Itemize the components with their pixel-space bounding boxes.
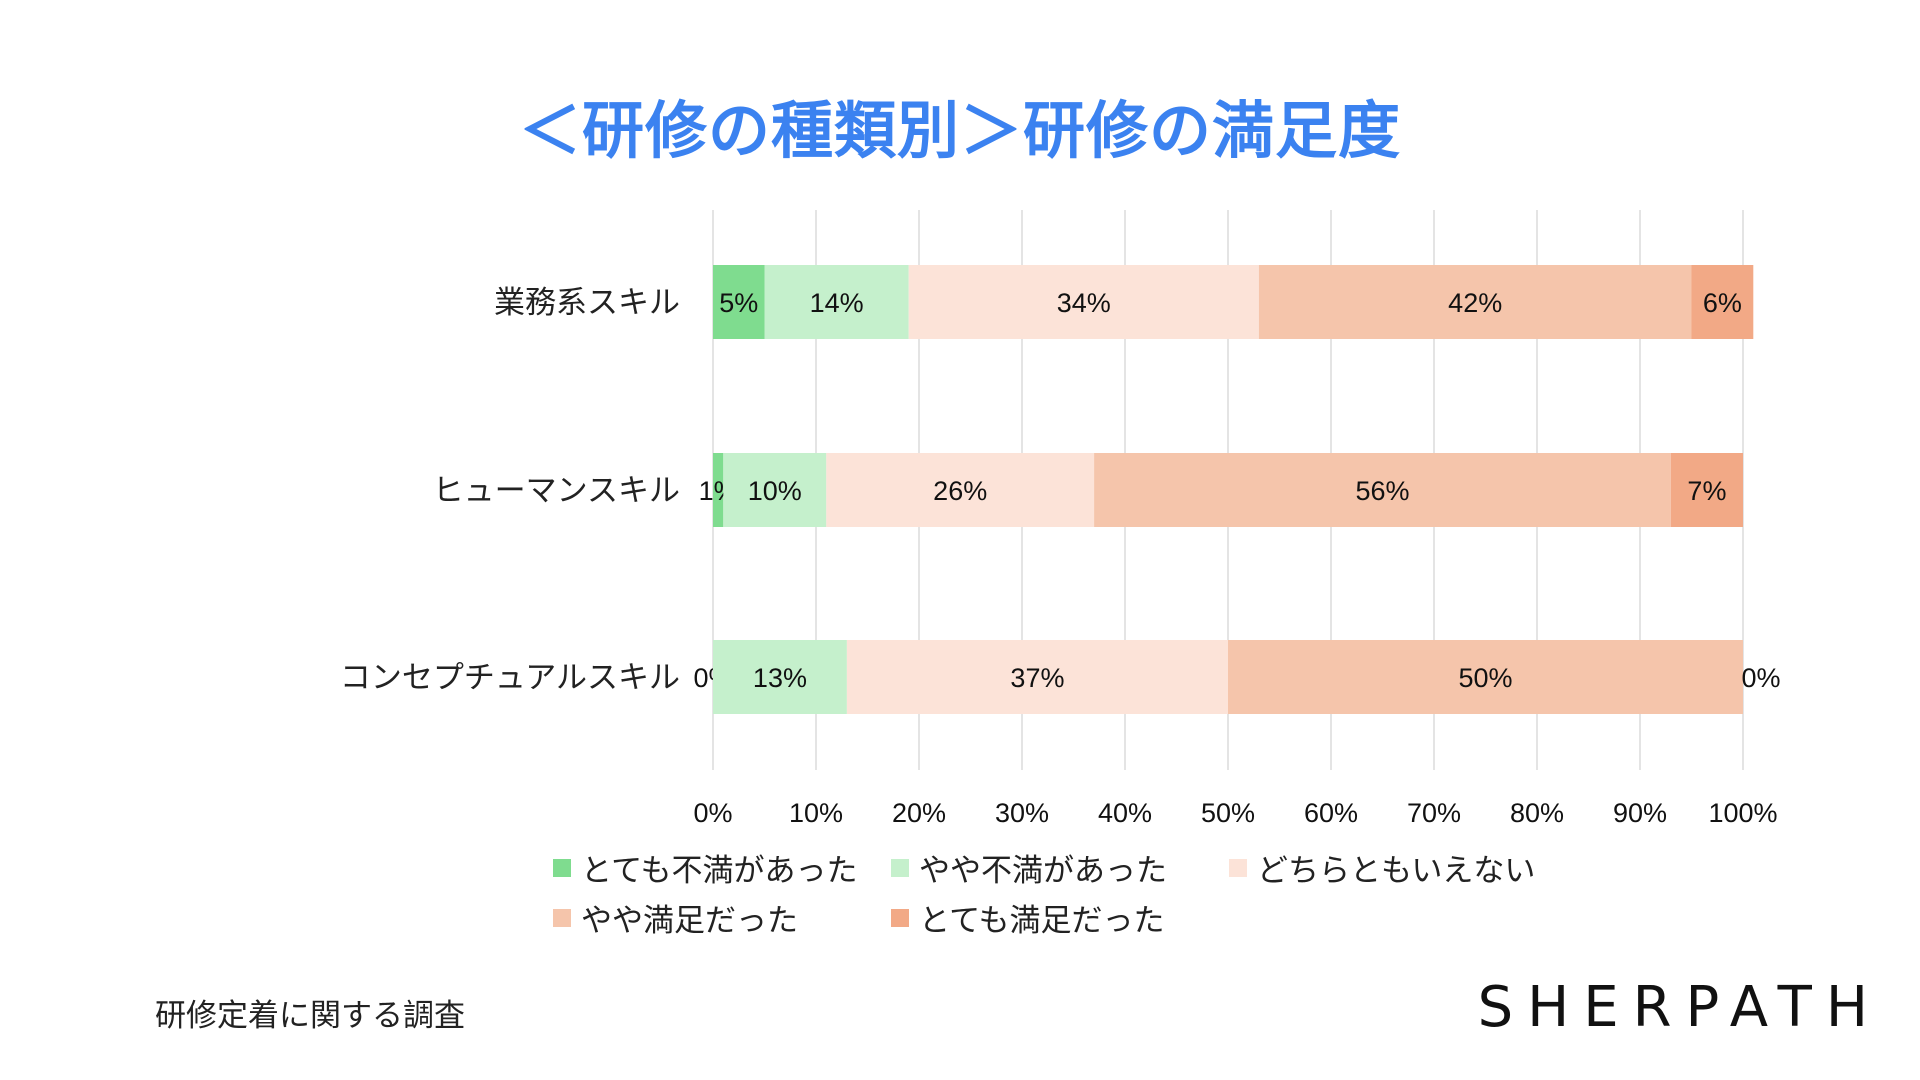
data-label: 13% [753,663,807,693]
legend-swatch [1229,858,1247,877]
x-tick-label: 0% [693,798,732,828]
x-tick-label: 90% [1613,798,1667,828]
legend-item-somewhat-dissatisfied: やや不満があった [891,845,1167,890]
source-note: 研修定着に関する調査 [155,998,465,1034]
data-label: 0% [1741,663,1780,693]
bar-segment [723,453,827,527]
data-label: 14% [810,288,864,318]
x-tick-label: 80% [1510,798,1564,828]
bar-segment [713,640,847,714]
bar-segment [1691,265,1754,339]
data-label: 26% [933,476,987,506]
bar-segment [1670,453,1743,527]
legend-swatch [553,908,571,927]
legend-item-somewhat-satisfied: やや満足だった [553,895,798,940]
brand-logo: SHERPATH [1477,975,1882,1040]
legend-label: とても不満があった [581,853,858,889]
data-label: 6% [1703,288,1742,318]
bar-segment [1094,453,1671,527]
legend-item-neutral: どちらともいえない [1229,845,1535,890]
data-label: 37% [1010,663,1064,693]
legend-label: どちらともいえない [1257,853,1536,889]
x-tick-label: 30% [995,798,1049,828]
bar-segment [713,265,765,339]
bar-segment [1228,640,1743,714]
category-label: コンセプチュアルスキル [340,660,680,696]
legend-label: とても満足だった [919,903,1165,939]
bar-segment [908,265,1259,339]
legend-label: やや満足だった [581,903,798,939]
data-label: 34% [1057,288,1111,318]
data-label: 10% [748,476,802,506]
x-tick-label: 60% [1304,798,1358,828]
bar-segment [826,453,1095,527]
data-label: 7% [1687,476,1726,506]
data-label: 5% [719,288,758,318]
legend-label: やや不満があった [919,853,1167,889]
legend-swatch [891,908,909,927]
chart-title: ＜研修の種類別＞研修の満足度 [518,94,1401,167]
data-label: 50% [1458,663,1512,693]
legend-swatch [891,858,909,877]
x-tick-label: 100% [1708,798,1777,828]
x-tick-label: 70% [1407,798,1461,828]
bar-segment [764,265,909,339]
data-label: 42% [1448,288,1502,318]
x-tick-label: 10% [789,798,843,828]
legend-swatch [553,858,571,877]
x-tick-label: 20% [892,798,946,828]
bar-segment [846,640,1228,714]
data-label: 56% [1355,476,1409,506]
bar-segment [1258,265,1692,339]
x-tick-label: 50% [1201,798,1255,828]
legend-item-very-dissatisfied: とても不満があった [553,845,858,890]
legend-item-very-satisfied: とても満足だった [891,895,1165,940]
bar-segment [713,453,724,527]
category-label: 業務系スキル [494,285,680,321]
x-tick-label: 40% [1098,798,1152,828]
category-label: ヒューマンスキル [433,473,680,509]
